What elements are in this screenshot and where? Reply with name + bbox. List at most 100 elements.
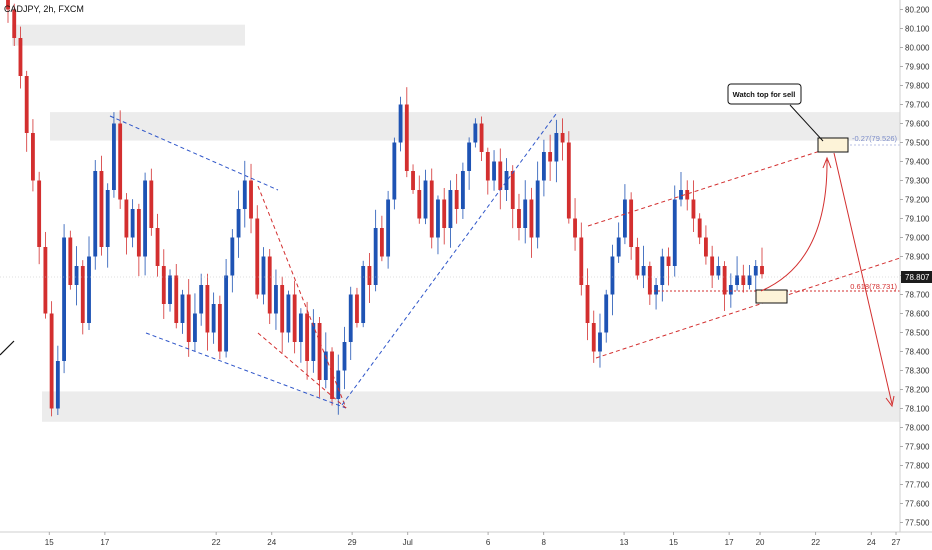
- price-tick-label: 78.000: [905, 424, 930, 433]
- time-tick-label: 24: [867, 538, 876, 547]
- trendline-red-wedge-upper[interactable]: [257, 185, 347, 409]
- price-tick-label: 78.300: [905, 367, 930, 376]
- candle-body: [80, 266, 85, 323]
- zone-2: [42, 391, 900, 422]
- price-tick-label: 78.400: [905, 348, 930, 357]
- price-tick-label: 79.800: [905, 82, 930, 91]
- cursor-mark: [0, 340, 15, 356]
- candle-body: [392, 142, 397, 200]
- candle-body: [149, 180, 154, 228]
- candle-body: [479, 123, 484, 152]
- candle-body: [573, 218, 577, 238]
- projection-down-arrowhead: [885, 395, 895, 408]
- candle-body: [722, 266, 727, 295]
- trendline-red-channel-upper[interactable]: [587, 141, 849, 227]
- candle-body: [317, 323, 322, 380]
- candle-body: [242, 180, 247, 209]
- candle-body: [62, 237, 66, 361]
- candle-body: [211, 304, 216, 333]
- price-tick-label: 80.100: [905, 25, 930, 34]
- callout-pointer: [789, 104, 824, 142]
- candle-body: [448, 190, 453, 228]
- candle-body: [604, 294, 609, 333]
- time-tick-label: 24: [267, 538, 276, 547]
- price-tick-label: 79.000: [905, 234, 930, 243]
- trendline-red-channel-lower[interactable]: [595, 257, 901, 359]
- candle-body: [130, 209, 135, 238]
- candle-body: [18, 38, 23, 76]
- candle-body: [342, 342, 347, 371]
- time-tick-label: 17: [725, 538, 734, 547]
- candle-body: [398, 104, 403, 143]
- candle-body: [43, 247, 48, 314]
- candle-body: [635, 247, 640, 276]
- price-tick-label: 80.000: [905, 44, 930, 53]
- candle-body: [741, 275, 746, 285]
- candle-body: [454, 190, 459, 209]
- candle-body: [118, 123, 123, 200]
- candle-body: [292, 294, 297, 342]
- callout-box[interactable]: [727, 83, 802, 105]
- trendline-blue-rising[interactable]: [341, 113, 557, 406]
- candle-body: [6, 0, 10, 10]
- time-tick-label: 17: [100, 538, 109, 547]
- candle-body: [716, 266, 721, 276]
- candle-body: [747, 275, 752, 285]
- candle-body: [529, 199, 534, 238]
- trendline-blue-lower[interactable]: [145, 332, 347, 409]
- candle-body: [37, 180, 42, 247]
- candle-body: [168, 275, 172, 304]
- candle-body: [417, 190, 422, 219]
- candle-body: [155, 228, 160, 266]
- candle-body: [735, 275, 739, 285]
- candle-body: [411, 171, 415, 190]
- candle-body: [124, 199, 129, 238]
- candle-body: [591, 323, 596, 352]
- candle-body: [24, 76, 29, 133]
- candle-body: [386, 199, 391, 257]
- candle-body: [728, 285, 733, 295]
- price-tick-label: 80.200: [905, 6, 930, 15]
- price-tick-label: 78.200: [905, 386, 930, 395]
- sell-target-box[interactable]: [817, 137, 849, 153]
- candle-body: [311, 323, 316, 361]
- candle-body: [193, 313, 197, 342]
- candle-body: [691, 199, 696, 219]
- price-tick-label: 77.800: [905, 462, 930, 471]
- trendline-blue-upper[interactable]: [109, 115, 279, 191]
- candle-body: [255, 218, 260, 295]
- price-tick-label: 79.200: [905, 196, 930, 205]
- candle-body: [517, 209, 521, 228]
- price-tick-label: 77.900: [905, 443, 930, 452]
- time-axis[interactable]: 15 17 22 24 29 Jul 6 8 13 15 17 20 22 24 27: [0, 531, 932, 547]
- candle-body: [510, 171, 515, 209]
- candle-body: [504, 171, 509, 190]
- buy-entry-box[interactable]: [755, 289, 788, 304]
- candle-body: [685, 190, 690, 200]
- candle-body: [205, 285, 210, 333]
- time-tick-label: 6: [486, 538, 491, 547]
- price-tick-label: 78.600: [905, 310, 930, 319]
- candle-body: [616, 237, 621, 257]
- price-tick-label: 79.600: [905, 120, 930, 129]
- candle-body: [99, 171, 104, 247]
- time-tick-label: 29: [348, 538, 357, 547]
- time-tick-label: 22: [212, 538, 221, 547]
- candle-body: [753, 266, 758, 276]
- candle-body: [379, 228, 384, 257]
- candle-body: [161, 266, 166, 304]
- candle-body: [267, 256, 272, 314]
- candle-body: [436, 199, 440, 238]
- trendline-red-wedge-lower[interactable]: [257, 332, 347, 409]
- candle-body: [404, 104, 409, 171]
- time-tick-label: 8: [541, 538, 546, 547]
- candle-body: [610, 256, 615, 295]
- candle-body: [236, 209, 241, 238]
- candle-body: [224, 275, 229, 352]
- candle-body: [55, 361, 60, 409]
- candle-body: [585, 285, 590, 323]
- price-tick-label: 77.600: [905, 500, 930, 509]
- candle-body: [367, 266, 372, 285]
